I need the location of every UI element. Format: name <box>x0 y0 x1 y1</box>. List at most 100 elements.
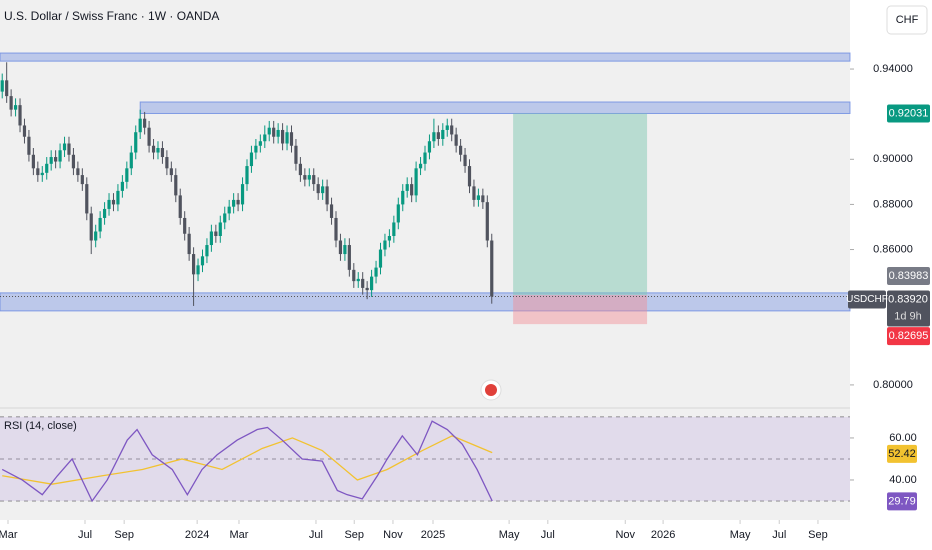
x-tick-label: Nov <box>383 529 403 541</box>
y-tick-label: 0.88000 <box>873 198 913 210</box>
x-tick-label: Sep <box>808 529 828 541</box>
candle-body <box>187 233 191 255</box>
x-tick-label: Jul <box>772 529 786 541</box>
candle-body <box>467 166 472 187</box>
candle-body <box>258 141 262 146</box>
candle-body <box>405 184 409 191</box>
candle-body <box>356 278 360 282</box>
last-price-box <box>887 290 930 327</box>
candle-body <box>436 132 440 139</box>
candle-body <box>58 150 62 162</box>
candle-body <box>276 129 280 137</box>
candle-body <box>54 157 58 162</box>
indicator-title: RSI (14, close) <box>4 420 77 432</box>
symbol-box <box>848 290 886 309</box>
candle-body <box>249 152 254 167</box>
candle-body <box>334 217 338 241</box>
candle-body <box>116 190 120 205</box>
candle-body <box>365 287 369 291</box>
candle-body <box>272 127 276 137</box>
candle-body <box>418 163 423 169</box>
candle-body <box>374 267 378 277</box>
candle-body <box>325 186 329 205</box>
candle-body <box>134 132 138 153</box>
candle-body <box>89 213 93 241</box>
candle-body <box>294 145 298 164</box>
candle-body <box>107 199 111 209</box>
candle-body <box>236 199 240 205</box>
x-tick-label: Mar <box>230 529 249 541</box>
candle-body <box>160 148 165 158</box>
candle-body <box>205 245 209 257</box>
x-tick-label: Nov <box>615 529 635 541</box>
candle-body <box>298 163 302 176</box>
candle-body <box>254 145 258 153</box>
y-tick-label: 0.94000 <box>873 63 913 75</box>
candle-body <box>285 132 289 144</box>
candle-body <box>49 157 53 164</box>
x-tick-label: Sep <box>344 529 364 541</box>
stop-area <box>513 295 648 325</box>
rsi-value: 29.79 <box>888 495 916 507</box>
candle-body <box>151 145 156 153</box>
entry-label-box <box>887 267 930 286</box>
candle-body <box>94 231 98 241</box>
x-tick-label: 2026 <box>651 529 675 541</box>
candle-body <box>414 168 418 196</box>
candle-body <box>218 222 222 237</box>
x-tick-label: Mar <box>0 529 18 541</box>
candle-body <box>240 184 245 205</box>
y-tick-label: 40.00 <box>889 474 917 486</box>
y-tick-label: 0.90000 <box>873 153 913 165</box>
candle-body <box>481 195 485 203</box>
candle-body <box>5 80 9 97</box>
candle-body <box>209 231 213 246</box>
candle-body <box>343 245 347 255</box>
candle-body <box>214 231 218 237</box>
target-area <box>513 113 648 296</box>
candle-body <box>36 168 40 176</box>
candle-body <box>267 127 271 135</box>
candle-body <box>280 129 285 144</box>
candle-body <box>303 175 307 180</box>
candle-body <box>85 184 89 214</box>
candle-body <box>410 184 414 196</box>
candle-body <box>472 186 476 200</box>
candle-body <box>338 240 343 255</box>
candle-body <box>71 154 76 169</box>
candle-body <box>40 172 44 176</box>
x-tick-label: Jul <box>309 529 323 541</box>
candle-body <box>369 276 374 291</box>
y-tick-label: 60.00 <box>889 432 917 444</box>
candle-body <box>223 213 227 223</box>
candle-body <box>156 148 160 153</box>
candle-body <box>0 80 4 92</box>
candle-body <box>183 217 187 234</box>
currency[interactable]: CHF <box>896 14 919 26</box>
candle-body <box>450 125 454 135</box>
candle-body <box>387 236 391 241</box>
candle-body <box>169 168 173 176</box>
candle-body <box>80 175 84 185</box>
x-tick-label: Jul <box>541 529 555 541</box>
candle-body <box>27 136 31 155</box>
candle-body <box>392 222 396 237</box>
candle-body <box>165 157 169 169</box>
candle-body <box>232 199 236 207</box>
candle-body <box>111 199 116 205</box>
event-flag[interactable] <box>485 384 497 396</box>
candle-body <box>62 143 67 151</box>
currency-button[interactable] <box>886 5 928 35</box>
candle-body <box>31 154 35 169</box>
candle-body <box>138 118 142 133</box>
last-price-label: 0.83920 <box>888 293 928 305</box>
candle-body <box>476 195 481 200</box>
candle-body <box>45 163 49 173</box>
candle-body <box>485 202 489 241</box>
candle-body <box>361 278 365 288</box>
x-tick-label: 2024 <box>185 529 209 541</box>
candle-body <box>125 168 129 182</box>
symbol: USDCHF <box>846 294 888 305</box>
